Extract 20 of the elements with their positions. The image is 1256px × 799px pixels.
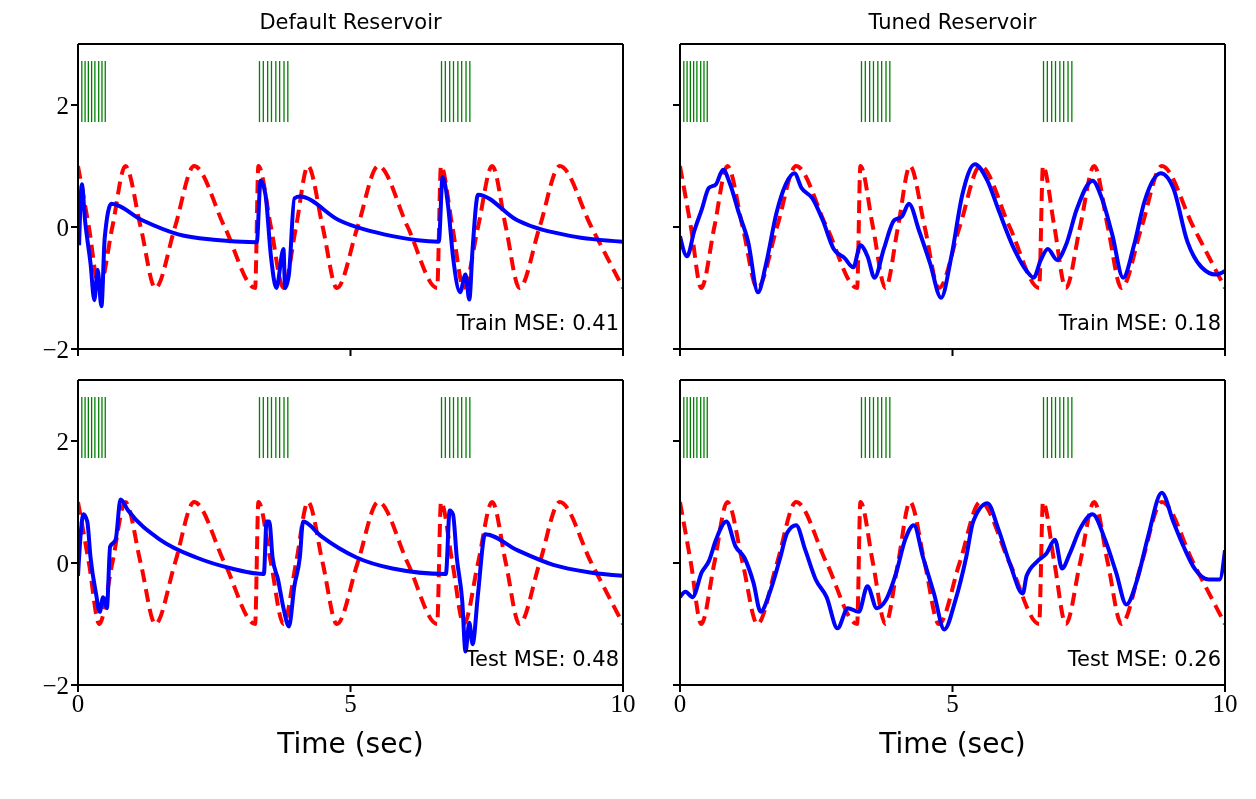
annotation: Train MSE: 0.41: [456, 311, 619, 335]
chart-title: Default Reservoir: [258, 10, 443, 34]
y-tick-label: 0: [56, 549, 69, 577]
annotation: Test MSE: 0.26: [1067, 647, 1221, 671]
x-axis-title: Time (sec): [276, 727, 425, 760]
x-tick-label: 5: [344, 689, 357, 717]
y-tick-label: 2: [56, 91, 69, 119]
x-tick-label: 5: [946, 689, 959, 717]
annotation: Train MSE: 0.18: [1058, 311, 1221, 335]
line-series: [78, 174, 623, 309]
x-axis-title: Time (sec): [878, 727, 1027, 760]
y-tick-label: 2: [56, 427, 69, 455]
annotation: Test MSE: 0.48: [465, 647, 619, 671]
y-tick-label: −2: [42, 335, 69, 363]
chart-title: Tuned Reservoir: [867, 10, 1038, 34]
y-tick-label: 0: [56, 213, 69, 241]
x-tick-label: 10: [610, 689, 636, 717]
x-tick-label: 0: [673, 689, 687, 717]
y-tick-label: −2: [42, 671, 69, 699]
x-tick-label: 10: [1212, 689, 1238, 717]
